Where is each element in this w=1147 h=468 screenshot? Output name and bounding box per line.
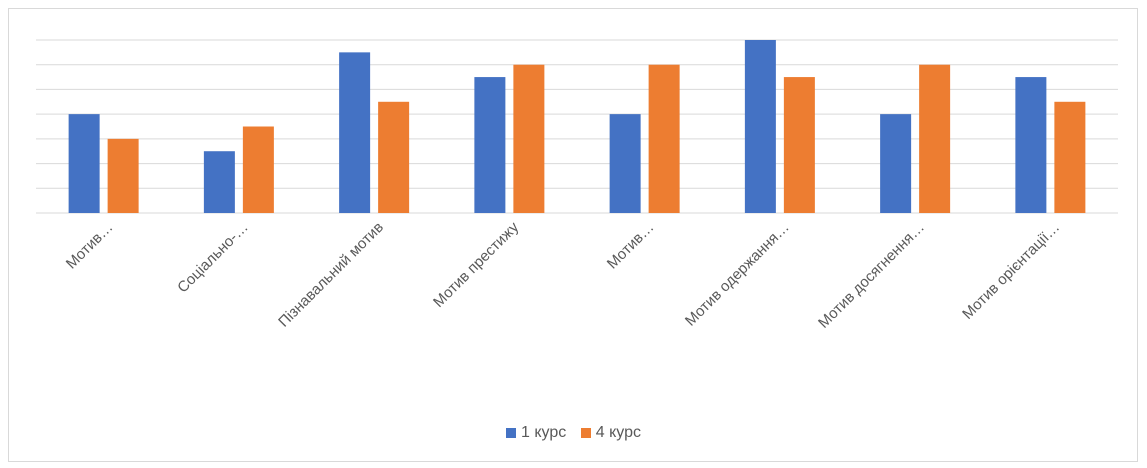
bar-series-1-cat-3 bbox=[339, 52, 371, 213]
bar-series-1-cat-4 bbox=[474, 77, 506, 213]
bar-series-1-cat-6 bbox=[744, 40, 776, 213]
category-label-6: Мотив одержання… bbox=[682, 219, 793, 330]
category-label-8: Мотив орієнтації… bbox=[959, 219, 1063, 323]
bar-series-1-cat-1 bbox=[68, 114, 100, 213]
category-label-3: Пізнавальний мотив bbox=[275, 219, 387, 331]
legend-swatch-series-2 bbox=[580, 428, 591, 438]
bar-series-2-cat-1 bbox=[107, 138, 139, 213]
bar-series-2-cat-8 bbox=[1054, 101, 1086, 213]
bar-series-1-cat-2 bbox=[203, 151, 235, 213]
legend-item-series-2: 4 курс bbox=[580, 424, 641, 442]
category-label-2: Соціально-… bbox=[174, 219, 252, 297]
gridlines bbox=[36, 39, 1118, 214]
bar-series-1-cat-5 bbox=[609, 114, 641, 213]
bar-series-1-cat-8 bbox=[1015, 77, 1047, 213]
legend-label-series-1: 1 курс bbox=[521, 424, 567, 441]
legend-label-series-2: 4 курс bbox=[595, 424, 641, 441]
bar-series-2-cat-6 bbox=[783, 77, 815, 213]
bar-series-1-cat-7 bbox=[880, 114, 912, 213]
category-label-4: Мотив престижу bbox=[430, 218, 523, 311]
bar-series-2-cat-7 bbox=[919, 64, 951, 213]
legend-item-series-1: 1 курс bbox=[506, 424, 566, 442]
bar-series-2-cat-5 bbox=[648, 64, 680, 213]
category-label-1: Мотив… bbox=[63, 219, 117, 273]
bars bbox=[68, 40, 1086, 213]
category-labels: Мотив… Соціально-… Пізнавальний мотив Мотив… bbox=[63, 218, 1063, 331]
legend: 1 курс 4 курс bbox=[0, 424, 1147, 443]
bar-series-2-cat-2 bbox=[242, 126, 274, 213]
category-label-7: Мотив досягнення… bbox=[815, 219, 928, 332]
bar-series-2-cat-3 bbox=[378, 101, 410, 213]
legend-swatch-series-1 bbox=[506, 428, 517, 438]
bar-series-2-cat-4 bbox=[513, 64, 545, 213]
category-label-5: Мотив… bbox=[604, 219, 658, 273]
